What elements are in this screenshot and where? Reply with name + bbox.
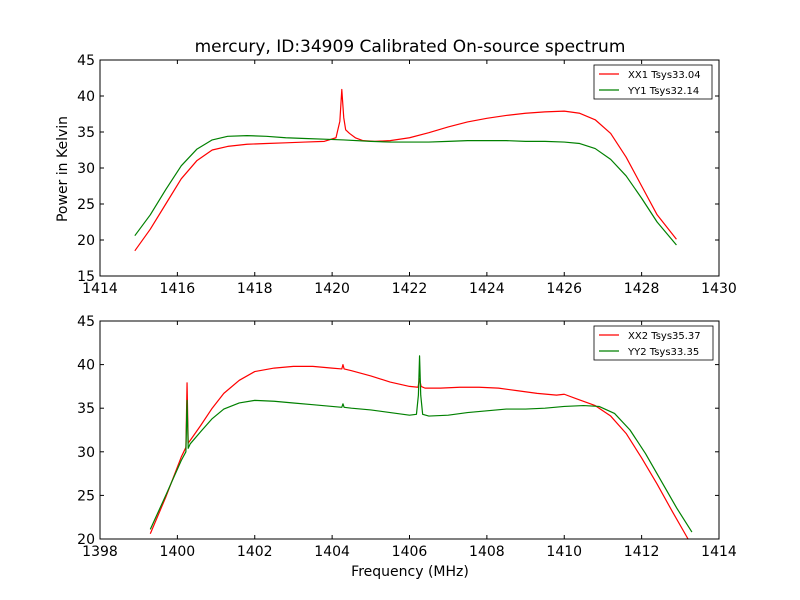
bottom-x-tick-label: 1406 <box>392 544 428 560</box>
bottom-spectrum-panel: Frequency (MHz) 1398 1400 1402 1404 1406 1408… <box>77 314 737 580</box>
legend-label-xx1: XX1 Tsys33.04 <box>628 70 701 81</box>
top-y-tick-label: 45 <box>77 53 95 69</box>
top-plot-area: 1414 1416 1418 1420 1422 1424 1426 1428 1430 15 20… <box>77 53 737 297</box>
top-y-tick-label: 40 <box>77 89 95 105</box>
top-x-tick-label: 1414 <box>82 281 118 297</box>
bottom-x-tick-label: 1414 <box>701 544 737 560</box>
top-x-tick-label: 1416 <box>160 281 196 297</box>
top-x-tick-label: 1430 <box>701 281 737 297</box>
bottom-x-tick-label: 1412 <box>624 544 660 560</box>
y-axis-label: Power in Kelvin <box>55 116 71 222</box>
top-y-tick-label: 20 <box>77 233 95 249</box>
bottom-y-tick-label: 20 <box>77 532 95 548</box>
bottom-y-tick-label: 40 <box>77 358 95 374</box>
bottom-x-tick-label: 1404 <box>314 544 350 560</box>
top-x-tick-label: 1426 <box>546 281 582 297</box>
top-x-tick-label: 1428 <box>624 281 660 297</box>
bottom-plot-area: 1398 1400 1402 1404 1406 1408 1410 1412 1414 20 25… <box>77 314 737 560</box>
bottom-y-tick-label: 45 <box>77 314 95 330</box>
chart-title: mercury, ID:34909 Calibrated On-source s… <box>195 37 626 57</box>
legend-label-yy1: YY1 Tsys32.14 <box>627 86 699 97</box>
top-legend: XX1 Tsys33.04 YY1 Tsys32.14 <box>593 64 713 100</box>
bottom-x-tick-label: 1410 <box>546 544 582 560</box>
bottom-x-tick-label: 1402 <box>237 544 273 560</box>
bottom-x-tick-label: 1400 <box>160 544 196 560</box>
top-x-tick-label: 1418 <box>237 281 273 297</box>
bottom-legend: XX2 Tsys35.37 YY2 Tsys33.35 <box>593 325 714 361</box>
bottom-series-line-1 <box>149 364 689 540</box>
legend-label-yy2: YY2 Tsys33.35 <box>627 347 699 358</box>
bottom-y-tick-label: 25 <box>77 488 95 504</box>
top-spectrum-panel: mercury, ID:34909 Calibrated On-source s… <box>55 37 737 297</box>
bottom-series-line-2 <box>149 355 693 533</box>
top-x-tick-label: 1422 <box>392 281 428 297</box>
top-y-tick-label: 30 <box>77 161 95 177</box>
top-series-line-2 <box>134 135 677 246</box>
top-y-tick-label: 25 <box>77 197 95 213</box>
top-x-tick-label: 1424 <box>469 281 505 297</box>
legend-label-xx2: XX2 Tsys35.37 <box>628 331 701 342</box>
top-legend-box <box>593 64 713 100</box>
x-axis-label: Frequency (MHz) <box>351 564 469 580</box>
top-y-tick-label: 15 <box>77 269 95 285</box>
bottom-x-tick-label: 1398 <box>82 544 118 560</box>
bottom-y-tick-label: 30 <box>77 445 95 461</box>
bottom-y-tick-label: 35 <box>77 401 95 417</box>
bottom-x-tick-label: 1408 <box>469 544 505 560</box>
top-y-tick-label: 35 <box>77 125 95 141</box>
top-x-tick-label: 1420 <box>314 281 350 297</box>
bottom-legend-box <box>593 325 714 361</box>
top-series-line-1 <box>134 88 677 252</box>
